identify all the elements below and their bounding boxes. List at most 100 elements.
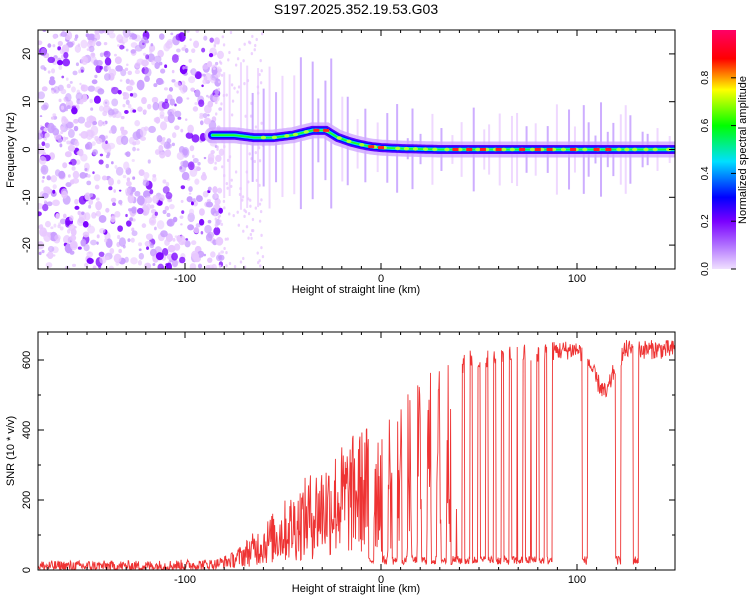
noise-speck [203,156,207,160]
noise-speck [218,264,222,268]
noise-speck [194,89,201,98]
noise-speck [94,184,100,190]
noise-speck [258,202,262,206]
noise-speck [46,253,49,257]
noise-speck [254,206,258,210]
noise-speck [105,207,110,213]
noise-speck [132,146,136,152]
noise-speck [113,253,122,264]
noise-speck [195,223,201,228]
noise-speck [99,255,107,264]
noise-speck [144,196,153,204]
noise-speck [236,90,239,94]
noise-speck [165,233,173,243]
noise-speck [60,130,64,135]
noise-speck [95,64,102,74]
y-tick-label: 10 [21,96,33,108]
noise-speck [90,107,94,111]
noise-speck [106,152,111,157]
spectrogram-x-label: Height of straight line (km) [292,284,420,296]
y-tick-label: 400 [21,421,33,439]
noise-speck [125,213,128,218]
noise-speck [166,38,174,45]
noise-speck [230,178,233,182]
noise-speck [122,103,126,108]
noise-speck [57,46,62,51]
y-tick-label: 0 [21,146,33,152]
noise-speck [184,48,189,53]
colorbar-label: Normalized spectral amplitude [737,76,749,224]
noise-speck [243,82,246,86]
noise-speck [118,248,123,254]
ridge-dot [457,147,463,152]
noise-speck [149,48,153,54]
snr-series-line [38,340,675,570]
noise-speck [139,126,147,137]
noise-speck [141,223,147,228]
noise-speck [75,159,81,165]
noise-speck [104,238,108,243]
noise-speck [218,60,222,64]
noise-speck [64,151,72,158]
noise-speck [257,261,260,265]
noise-speck [43,102,49,110]
noise-speck [222,43,226,47]
noise-speck [58,170,66,179]
noise-speck [77,116,86,124]
noise-speck [218,148,225,156]
noise-speck [114,56,122,65]
noise-speck [97,119,103,127]
noise-speck [123,161,130,171]
noise-speck [171,142,176,147]
noise-speck [72,170,80,179]
noise-speck [101,175,108,181]
colorbar-axis: 0.0 0.2 0.4 0.6 0.8 [700,70,736,276]
noise-speck [179,256,186,264]
noise-speck [40,48,47,57]
peak-marker [368,145,375,149]
noise-speck [253,43,257,48]
noise-speck [171,79,176,83]
noise-speck [128,208,132,212]
noise-speck [51,87,54,91]
noise-speck [248,152,251,156]
noise-speck [217,41,220,45]
noise-speck [188,192,192,195]
noise-speck [228,50,231,55]
noise-speck [142,109,147,114]
noise-speck [166,219,173,227]
noise-speck [185,118,188,121]
noise-speck [237,85,241,89]
noise-speck [43,231,51,242]
noise-speck [43,127,48,132]
noise-speck [152,263,156,267]
noise-speck [208,53,214,58]
noise-speck [44,220,51,228]
noise-speck [239,260,243,264]
noise-speck [94,74,98,79]
noise-speck [164,205,170,211]
ridge-dot [412,147,419,151]
noise-speck [146,246,150,250]
noise-speck [66,105,71,110]
noise-speck [168,87,174,92]
noise-speck [203,117,212,125]
noise-speck [78,195,87,205]
noise-speck [72,263,77,268]
noise-speck [243,265,247,269]
noise-speck [152,175,157,182]
noise-speck [247,236,250,240]
noise-speck [160,68,166,74]
noise-speck [195,195,203,202]
noise-speck [52,44,56,48]
ridge-dot [303,130,309,134]
colorbar-tick-label: 0.8 [700,70,711,84]
noise-speck [136,195,145,206]
noise-speck [136,79,145,91]
noise-speck [167,113,175,124]
noise-speck [229,30,233,35]
noise-speck [115,166,124,176]
noise-speck [188,186,193,192]
noise-speck [78,69,82,74]
